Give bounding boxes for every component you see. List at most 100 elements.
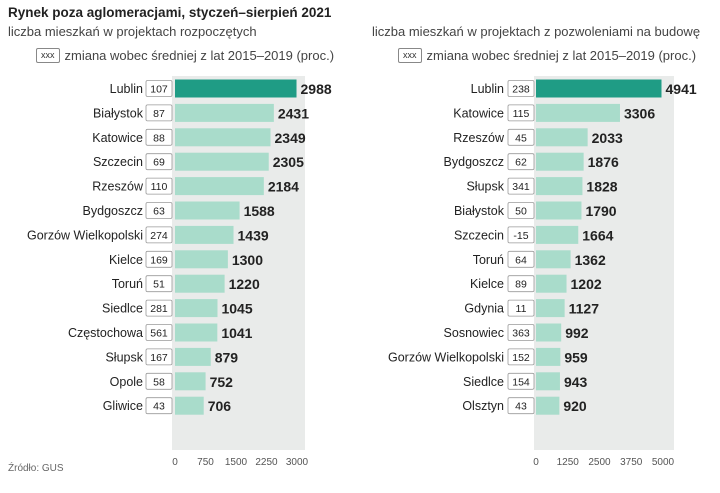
left-value-label: 2988 <box>301 81 332 97</box>
left-value-label: 1220 <box>229 276 260 292</box>
left-value-label: 2305 <box>273 154 304 170</box>
right-category-label: Olsztyn <box>462 399 504 413</box>
left-change-box <box>145 299 173 317</box>
right-x-tick-label: 2500 <box>588 457 611 468</box>
left-chart-subtitle: liczba mieszkań w projektach rozpoczętyc… <box>8 24 257 39</box>
right-value-label: 943 <box>564 374 588 390</box>
right-change-box <box>507 226 535 244</box>
right-bar <box>536 323 562 342</box>
right-category-label: Słupsk <box>466 180 504 194</box>
right-change-value: 11 <box>516 303 527 315</box>
right-bar <box>536 177 583 196</box>
left-change-value: 63 <box>153 206 165 218</box>
left-bar <box>175 372 206 391</box>
right-bar <box>536 152 584 171</box>
right-value-label: 2033 <box>592 130 623 146</box>
left-change-value: 87 <box>153 108 165 120</box>
left-x-tick-label: 3000 <box>286 457 309 468</box>
left-legend: xxx zmiana wobec średniej z lat 2015–201… <box>36 48 334 63</box>
left-change-box <box>145 202 173 219</box>
right-change-value: 115 <box>513 108 530 120</box>
left-bar <box>175 79 297 98</box>
left-change-value: 58 <box>153 376 165 388</box>
right-legend-text: zmiana wobec średniej z lat 2015–2019 (p… <box>426 48 697 63</box>
right-change-value: 62 <box>515 157 527 169</box>
right-bar <box>536 250 571 269</box>
right-value-label: 1362 <box>575 252 606 268</box>
right-change-box <box>507 177 535 195</box>
left-value-label: 2184 <box>268 179 299 195</box>
left-bar <box>175 201 240 220</box>
right-category-label: Szczecin <box>454 228 504 242</box>
left-legend-box: xxx <box>36 48 60 63</box>
left-change-box <box>145 128 173 146</box>
left-value-label: 1041 <box>221 325 252 341</box>
left-bar <box>175 177 264 196</box>
left-bar <box>175 299 218 318</box>
right-value-label: 4941 <box>666 81 697 97</box>
right-category-label: Lublin <box>471 82 504 96</box>
left-category-label: Katowice <box>92 131 143 145</box>
left-change-value: 561 <box>150 328 168 340</box>
left-change-box <box>145 250 173 268</box>
right-bar <box>536 79 662 98</box>
left-category-label: Opole <box>110 375 143 389</box>
right-x-tick-label: 3750 <box>620 457 643 468</box>
right-bar <box>536 396 560 415</box>
left-change-value: 169 <box>150 254 168 266</box>
right-category-label: Kielce <box>470 277 504 291</box>
right-change-box <box>507 153 535 171</box>
right-category-label: Bydgoszcz <box>444 155 504 169</box>
right-bar <box>536 225 579 244</box>
left-change-value: 167 <box>150 352 168 364</box>
left-change-value: 110 <box>151 181 168 193</box>
right-change-box <box>507 104 535 122</box>
left-x-tick-label: 0 <box>172 457 178 468</box>
right-change-box <box>507 324 535 341</box>
left-x-tick-label: 2250 <box>255 457 278 468</box>
left-change-box <box>145 104 173 122</box>
right-value-label: 992 <box>565 325 589 341</box>
right-x-tick-label: 0 <box>533 457 539 468</box>
left-change-box <box>145 153 173 171</box>
left-bar <box>175 274 225 293</box>
right-value-label: 1828 <box>586 179 617 195</box>
right-category-label: Siedlce <box>463 375 504 389</box>
left-category-label: Gorzów Wielkopolski <box>27 228 143 242</box>
source-note: Źródło: GUS <box>8 463 64 474</box>
right-change-value: 363 <box>512 328 530 340</box>
left-change-value: 281 <box>150 303 168 315</box>
left-change-box <box>145 80 173 97</box>
left-category-label: Słupsk <box>105 350 143 364</box>
right-change-box <box>507 128 535 146</box>
left-value-label: 2349 <box>275 130 306 146</box>
right-bar <box>536 372 560 391</box>
right-x-tick-label: 1250 <box>557 457 580 468</box>
right-change-box <box>507 299 535 317</box>
left-change-box <box>145 372 173 390</box>
left-category-label: Bydgoszcz <box>83 204 143 218</box>
right-change-box <box>507 275 535 293</box>
right-bar <box>536 299 565 318</box>
right-value-label: 920 <box>563 398 587 414</box>
left-bar <box>175 152 269 171</box>
left-change-value: 43 <box>153 401 165 413</box>
right-change-value: 89 <box>515 279 527 291</box>
left-category-label: Lublin <box>110 82 143 96</box>
left-bar <box>175 323 218 342</box>
right-value-label: 3306 <box>624 105 655 121</box>
right-change-value: 43 <box>515 401 527 413</box>
left-change-box <box>145 348 173 366</box>
right-category-label: Toruń <box>473 253 504 267</box>
left-bar <box>175 347 211 366</box>
left-legend-text: zmiana wobec średniej z lat 2015–2019 (p… <box>64 48 335 63</box>
right-chart-subtitle: liczba mieszkań w projektach z pozwoleni… <box>372 24 701 39</box>
left-value-label: 1439 <box>238 227 269 243</box>
left-value-label: 752 <box>210 374 234 390</box>
left-change-box <box>145 226 173 244</box>
right-category-label: Katowice <box>453 106 504 120</box>
left-change-box <box>145 177 173 195</box>
left-change-value: 88 <box>153 132 165 144</box>
right-legend-box: xxx <box>398 48 422 63</box>
